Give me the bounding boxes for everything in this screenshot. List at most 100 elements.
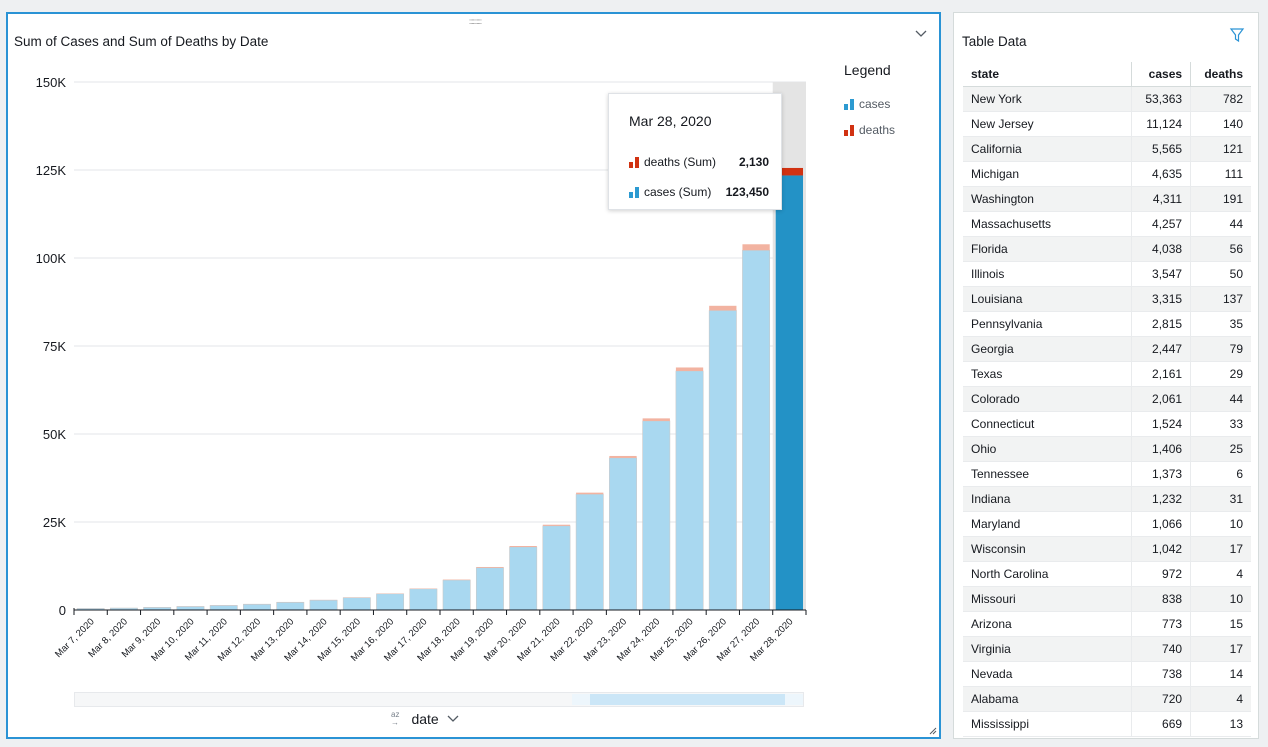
table-row[interactable]: Massachusetts 4,257 44	[963, 211, 1251, 237]
bar-cases[interactable]	[775, 175, 804, 610]
table-row[interactable]: Illinois 3,547 50	[963, 261, 1251, 287]
scrollbar-right-handle[interactable]	[785, 694, 803, 705]
cell-deaths: 35	[1190, 311, 1251, 337]
cell-cases: 1,042	[1131, 536, 1192, 562]
chevron-down-icon[interactable]	[446, 714, 460, 724]
legend-item-deaths[interactable]: deaths	[844, 123, 895, 137]
bar-cases[interactable]	[243, 603, 271, 611]
bar-cases[interactable]	[509, 546, 538, 611]
bar-deaths[interactable]	[742, 244, 770, 251]
table-row[interactable]: Maryland 1,066 10	[963, 511, 1251, 537]
cell-cases: 773	[1131, 611, 1192, 637]
table-row[interactable]: Tennessee 1,373 6	[963, 461, 1251, 487]
legend-item-cases[interactable]: cases	[844, 97, 890, 111]
tooltip-value: 123,450	[725, 185, 769, 199]
table-row[interactable]: Texas 2,161 29	[963, 361, 1251, 387]
table-row[interactable]: Colorado 2,061 44	[963, 386, 1251, 412]
tooltip-label: deaths (Sum)	[644, 155, 717, 169]
tooltip-row-cases: cases (Sum) 123,450	[629, 185, 769, 199]
bar-deaths[interactable]	[642, 418, 670, 421]
bar-deaths[interactable]	[509, 546, 537, 547]
table-row[interactable]: Washington 4,311 191	[963, 186, 1251, 212]
bar-cases[interactable]	[309, 599, 338, 611]
table-row[interactable]: Virginia 740 17	[963, 636, 1251, 662]
cell-deaths: 44	[1190, 386, 1251, 412]
cell-deaths: 15	[1190, 611, 1251, 637]
table-row[interactable]: Florida 4,038 56	[963, 236, 1251, 262]
table-visual[interactable]: Table Data state cases deaths New York 53…	[953, 12, 1259, 739]
bar-deaths[interactable]	[675, 367, 704, 371]
bar-deaths[interactable]	[542, 524, 571, 526]
bar-cases[interactable]	[642, 420, 671, 611]
cell-deaths: 31	[1190, 486, 1251, 512]
bar-deaths[interactable]	[609, 455, 637, 458]
table-row[interactable]: North Carolina 972 4	[963, 561, 1251, 587]
table-row[interactable]: Mississippi 669 13	[963, 711, 1251, 737]
cell-state: Texas	[963, 361, 1133, 387]
table-row[interactable]: Alabama 720 4	[963, 686, 1251, 712]
table-row[interactable]: Georgia 2,447 79	[963, 336, 1251, 362]
table-row[interactable]: Michigan 4,635 111	[963, 161, 1251, 187]
bar-cases[interactable]	[609, 457, 637, 611]
chart-scrollbar[interactable]	[74, 692, 804, 707]
table-row[interactable]: New Jersey 11,124 140	[963, 111, 1251, 137]
bar-legend-icon	[629, 156, 641, 168]
table-row[interactable]: Pennsylvania 2,815 35	[963, 311, 1251, 337]
cell-state: Florida	[963, 236, 1133, 262]
bar-cases[interactable]	[442, 579, 471, 611]
x-axis-field-well[interactable]: az → date	[391, 711, 460, 727]
table-row[interactable]: Indiana 1,232 31	[963, 486, 1251, 512]
bar-cases[interactable]	[409, 588, 438, 611]
bar-cases[interactable]	[176, 606, 205, 611]
table-row[interactable]: Connecticut 1,524 33	[963, 411, 1251, 437]
bar-cases[interactable]	[475, 567, 504, 611]
bar-cases[interactable]	[342, 597, 371, 611]
table-row[interactable]: New York 53,363 782	[963, 86, 1251, 112]
tooltip-date: Mar 28, 2020	[629, 113, 712, 129]
cell-state: Maryland	[963, 511, 1133, 537]
bar-deaths[interactable]	[476, 566, 504, 568]
table-row[interactable]: Arizona 773 15	[963, 611, 1251, 637]
bar-cases[interactable]	[708, 310, 737, 611]
cell-cases: 1,406	[1131, 436, 1192, 462]
table-row[interactable]: California 5,565 121	[963, 136, 1251, 162]
visual-menu-chevron-down-icon[interactable]	[914, 28, 928, 40]
column-header-state[interactable]: state	[963, 62, 1133, 87]
cell-deaths: 6	[1190, 461, 1251, 487]
cell-cases: 740	[1131, 636, 1192, 662]
bar-cases[interactable]	[742, 249, 771, 611]
table-row[interactable]: Missouri 838 10	[963, 586, 1251, 612]
bar-cases[interactable]	[376, 593, 405, 611]
drag-handle[interactable]: ::::::::::	[468, 18, 482, 26]
bar-deaths[interactable]	[709, 305, 737, 311]
cell-deaths: 140	[1190, 111, 1251, 137]
scrollbar-thumb[interactable]	[590, 694, 785, 705]
bar-cases[interactable]	[209, 605, 238, 611]
az-sort-icon[interactable]: az →	[391, 710, 400, 727]
cell-deaths: 17	[1190, 636, 1251, 662]
chart-tooltip: Mar 28, 2020 deaths (Sum) 2,130 cases (S…	[608, 93, 782, 210]
bar-cases[interactable]	[675, 370, 704, 611]
column-header-cases[interactable]: cases	[1131, 62, 1192, 87]
table-row[interactable]: Louisiana 3,315 137	[963, 286, 1251, 312]
filter-icon[interactable]	[1229, 27, 1245, 43]
column-header-deaths[interactable]: deaths	[1190, 62, 1251, 87]
resize-handle-icon[interactable]	[929, 727, 937, 735]
bar-cases[interactable]	[575, 493, 604, 611]
legend-title: Legend	[844, 62, 891, 78]
table-row[interactable]: Ohio 1,406 25	[963, 436, 1251, 462]
bar-cases[interactable]	[542, 525, 571, 611]
cell-cases: 53,363	[1131, 86, 1192, 112]
table-header-row: state cases deaths	[963, 62, 1251, 87]
bar-deaths[interactable]	[775, 167, 804, 176]
y-tick-label: 25K	[43, 515, 66, 530]
table-row[interactable]: Nevada 738 14	[963, 661, 1251, 687]
cell-state: Missouri	[963, 586, 1133, 612]
scrollbar-left-handle[interactable]	[572, 694, 590, 705]
table-row[interactable]: Wisconsin 1,042 17	[963, 536, 1251, 562]
bar-cases[interactable]	[276, 601, 305, 611]
cell-state: California	[963, 136, 1133, 162]
chart-visual[interactable]: :::::::::: Sum of Cases and Sum of Death…	[6, 12, 941, 739]
bar-deaths[interactable]	[576, 492, 604, 495]
